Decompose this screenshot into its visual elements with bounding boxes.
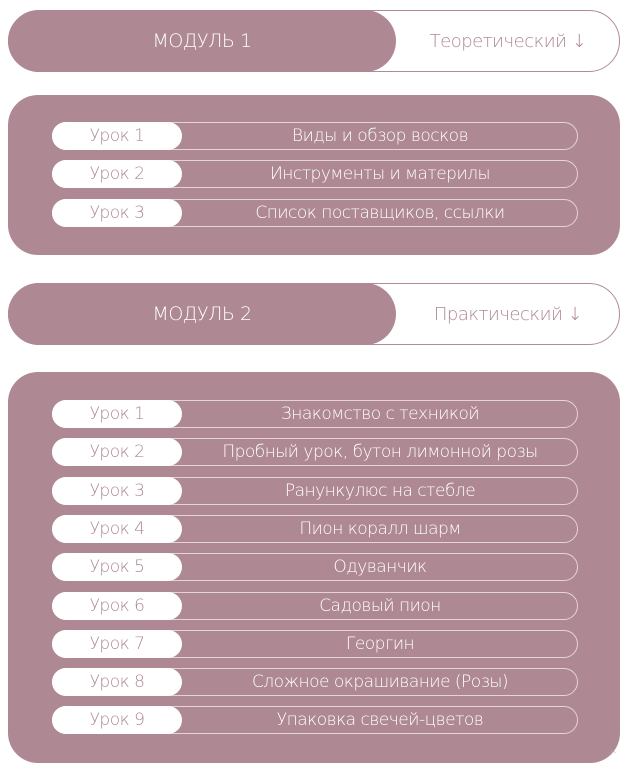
module-type-toggle[interactable]: Практический ↓	[433, 303, 583, 325]
lesson-row[interactable]: Урок 3 Список поставщиков, ссылки	[52, 198, 578, 227]
lessons-panel: Урок 1 Виды и обзор восков Урок 2 Инструмен…	[8, 95, 620, 255]
lesson-title: Одуванчик	[333, 557, 427, 578]
lesson-title: Знакомство с техникой	[280, 404, 480, 424]
module-header[interactable]: МОДУЛЬ 1 Теоретический ↓	[8, 10, 620, 72]
lesson-title: Сложное окрашивание (Розы)	[251, 672, 509, 693]
lesson-number: Урок 7	[52, 629, 182, 658]
lesson-title: Ранункулюс на стебле	[284, 480, 476, 501]
lesson-number: Урок 5	[52, 553, 182, 582]
module-type-toggle[interactable]: Теоретический ↓	[429, 30, 587, 52]
scroll-up-icon[interactable]: ^	[608, 748, 618, 761]
lesson-number: Урок 3	[52, 476, 182, 505]
module-label: МОДУЛЬ 1	[8, 10, 396, 72]
lesson-number: Урок 6	[52, 591, 182, 620]
lesson-number: Урок 1	[52, 122, 182, 150]
lesson-number: Урок 1	[52, 400, 182, 428]
lesson-title: Упаковка свечей-цветов	[276, 710, 484, 731]
lesson-row[interactable]: Урок 1 Виды и обзор восков	[52, 122, 578, 150]
lesson-row[interactable]: Урок 8 Сложное окрашивание (Розы)	[52, 668, 578, 697]
lesson-row[interactable]: Урок 7 Георгин	[52, 629, 578, 658]
lesson-number: Урок 2	[52, 438, 182, 467]
lesson-row[interactable]: Урок 1 Знакомство с техникой	[52, 400, 578, 428]
lesson-row[interactable]: Урок 2 Пробный урок, бутон лимонной розы	[52, 438, 578, 467]
lessons-panel: Урок 1 Знакомство с техникой Урок 2 Пробный…	[8, 372, 620, 763]
lesson-title: Список поставщиков, ссылки	[255, 202, 505, 223]
lesson-row[interactable]: Урок 3 Ранункулюс на стебле	[52, 476, 578, 505]
module-header[interactable]: МОДУЛЬ 2 Практический ↓	[8, 283, 620, 345]
lesson-title: Инструменты и материлы	[269, 164, 491, 185]
lesson-title: Виды и обзор восков	[291, 126, 469, 146]
lesson-row[interactable]: Урок 5 Одуванчик	[52, 553, 578, 582]
lesson-title: Пробный урок, бутон лимонной розы	[222, 442, 538, 463]
lesson-number: Урок 2	[52, 160, 182, 189]
lesson-number: Урок 8	[52, 668, 182, 697]
lesson-row[interactable]: Урок 4 Пион коралл шарм	[52, 514, 578, 543]
lesson-row[interactable]: Урок 6 Садовый пион	[52, 591, 578, 620]
lesson-row[interactable]: Урок 9 Упаковка свечей-цветов	[52, 706, 578, 735]
lesson-title: Садовый пион	[319, 595, 441, 616]
lesson-number: Урок 9	[52, 706, 182, 735]
lesson-row[interactable]: Урок 2 Инструменты и материлы	[52, 160, 578, 189]
lesson-number: Урок 3	[52, 198, 182, 227]
lesson-number: Урок 4	[52, 514, 182, 543]
module-label: МОДУЛЬ 2	[8, 283, 396, 345]
lesson-title: Георгин	[345, 633, 415, 654]
lesson-title: Пион коралл шарм	[299, 518, 461, 539]
